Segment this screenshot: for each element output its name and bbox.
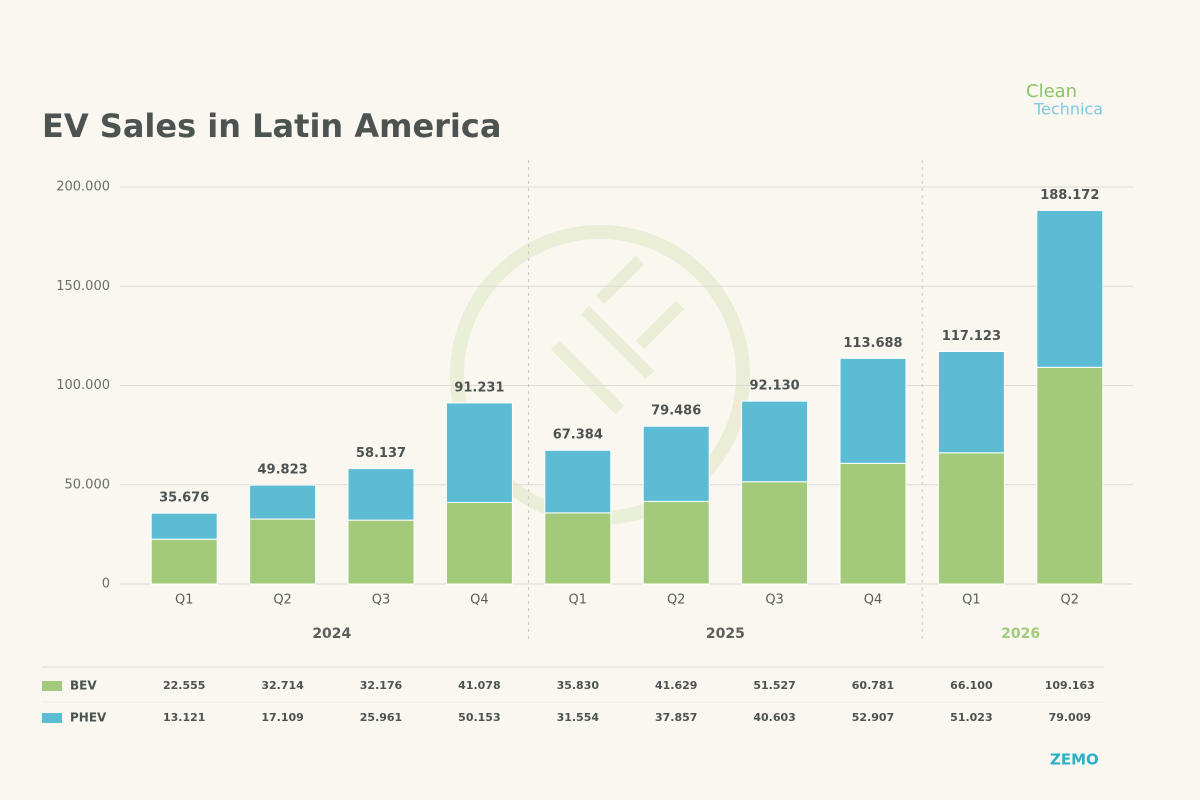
total-label: 113.688 (843, 336, 902, 351)
bar-segment (544, 512, 612, 585)
bar-segment (445, 402, 513, 503)
total-label: 58.137 (356, 446, 406, 461)
total-label: 117.123 (942, 329, 1001, 344)
total-label: 91.231 (454, 380, 504, 395)
total-label: 92.130 (750, 379, 800, 394)
x-tick-label: Q4 (864, 593, 883, 608)
bar-segment (937, 452, 1005, 585)
bar-segment (1036, 209, 1104, 368)
x-tick-label: Q3 (372, 593, 391, 608)
bar-segment (642, 500, 710, 585)
bar-segment (150, 538, 218, 585)
bar-segment (839, 462, 907, 585)
bar-segment (249, 484, 317, 520)
x-tick-label: Q2 (273, 593, 292, 608)
table-cell: 17.109 (261, 711, 303, 724)
legend-swatch (42, 681, 62, 691)
total-label: 79.486 (651, 404, 701, 419)
y-tick-label: 50.000 (65, 477, 111, 492)
logo-text: ZEMO (1050, 751, 1099, 769)
table-cell: 51.527 (753, 679, 795, 692)
table-cell: 79.009 (1049, 711, 1091, 724)
total-label: 49.823 (258, 463, 308, 478)
bar-segment (249, 518, 317, 585)
x-tick-label: Q2 (1061, 593, 1080, 608)
table-cell: 40.603 (753, 711, 795, 724)
bar-segment (544, 449, 612, 514)
table-cell: 37.857 (655, 711, 697, 724)
x-tick-label: Q4 (470, 593, 489, 608)
bar-segment (445, 501, 513, 585)
table-cell: 31.554 (557, 711, 600, 724)
legend-label: BEV (70, 679, 97, 693)
group-label: 2024 (312, 626, 351, 642)
table-cell: 60.781 (852, 679, 894, 692)
table-cell: 41.078 (458, 679, 500, 692)
bar-segment (347, 468, 415, 521)
bar-segment (1036, 366, 1104, 585)
table-cell: 51.023 (950, 711, 992, 724)
table-cell: 25.961 (360, 711, 402, 724)
x-tick-label: Q1 (569, 593, 588, 608)
y-tick-label: 150.000 (56, 279, 110, 294)
table-cell: 22.555 (163, 679, 205, 692)
total-label: 67.384 (553, 428, 603, 443)
total-label: 188.172 (1040, 188, 1099, 203)
y-tick-label: 0 (102, 577, 110, 592)
bar-segment (839, 357, 907, 464)
total-label: 35.676 (159, 491, 209, 506)
table-cell: 41.629 (655, 679, 697, 692)
table-cell: 109.163 (1045, 679, 1095, 692)
logo-text: Clean (1026, 81, 1077, 102)
x-tick-label: Q3 (765, 593, 784, 608)
group-label: 2025 (706, 626, 745, 642)
bar-segment (937, 351, 1005, 454)
y-tick-label: 100.000 (56, 378, 110, 393)
bar-segment (741, 400, 809, 483)
x-tick-label: Q1 (962, 593, 981, 608)
table-cell: 13.121 (163, 711, 205, 724)
table-cell: 35.830 (557, 679, 600, 692)
bar-segment (642, 425, 710, 502)
legend-swatch (42, 713, 62, 723)
table-cell: 66.100 (950, 679, 993, 692)
legend-label: PHEV (70, 711, 107, 725)
y-tick-label: 200.000 (56, 180, 110, 195)
table-cell: 32.714 (261, 679, 304, 692)
bar-segment (741, 481, 809, 585)
logo-text: Technica (1033, 100, 1103, 119)
table-cell: 32.176 (360, 679, 403, 692)
chart-title: EV Sales in Latin America (42, 107, 501, 145)
x-tick-label: Q1 (175, 593, 194, 608)
bar-segment (347, 519, 415, 585)
group-label: 2026 (1001, 626, 1040, 642)
x-tick-label: Q2 (667, 593, 686, 608)
table-cell: 50.153 (458, 711, 500, 724)
bar-segment (150, 512, 218, 540)
table-cell: 52.907 (852, 711, 894, 724)
